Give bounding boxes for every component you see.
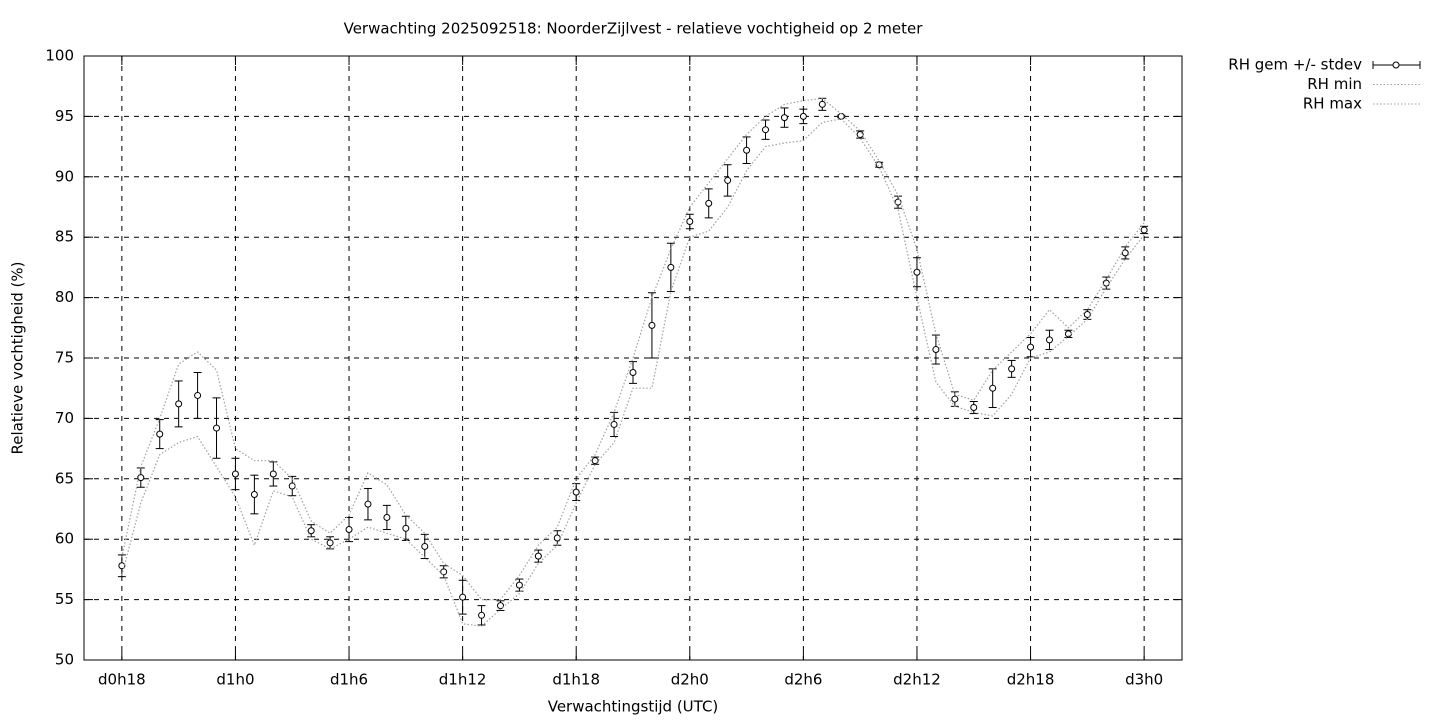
data-point: [1027, 343, 1035, 351]
data-point: [572, 488, 580, 496]
x-tick-label: d1h18: [552, 671, 600, 689]
data-point: [459, 593, 467, 601]
data-point: [667, 263, 675, 271]
data-point: [194, 391, 202, 399]
data-point: [269, 470, 277, 478]
data-point: [629, 368, 637, 376]
data-point: [818, 100, 826, 108]
line: [121, 97, 1145, 601]
data-point: [648, 321, 656, 329]
data-point: [762, 126, 770, 134]
data-point: [780, 114, 788, 122]
data-point: [231, 470, 239, 478]
data-point: [989, 384, 997, 392]
data-point: [213, 424, 221, 432]
data-point: [1121, 249, 1129, 257]
y-tick-label: 80: [55, 288, 74, 306]
data-point: [951, 395, 959, 403]
x-tick-label: d2h0: [671, 671, 709, 689]
data-point: [1102, 279, 1110, 287]
data-point: [534, 552, 542, 560]
data-point: [913, 268, 921, 276]
x-tick-label: d2h12: [893, 671, 941, 689]
plot-frame: [83, 55, 1183, 661]
data-point: [137, 474, 145, 482]
data-point: [156, 430, 164, 438]
data-point: [515, 581, 523, 589]
data-point: [345, 526, 353, 534]
chart-title: Verwachting 2025092518: NoorderZijlvest …: [344, 20, 924, 38]
y-tick-label: 50: [55, 651, 74, 669]
data-point: [1140, 226, 1148, 234]
data-point: [875, 161, 883, 169]
x-tick-label: d0h18: [98, 671, 146, 689]
data-point: [478, 611, 486, 619]
data-point: [1008, 365, 1016, 373]
data-point: [364, 500, 372, 508]
data-point: [326, 539, 334, 547]
data-point: [970, 404, 978, 412]
y-axis-label: Relatieve vochtigheid (%): [9, 261, 27, 454]
x-tick-label: d2h6: [784, 671, 822, 689]
data-point: [1045, 336, 1053, 344]
data-point: [724, 176, 732, 184]
data-point: [610, 420, 618, 428]
line: [121, 118, 1145, 627]
x-tick-label: d1h0: [216, 671, 254, 689]
data-point: [421, 542, 429, 550]
data-point: [250, 491, 258, 499]
y-tick-label: 100: [45, 47, 74, 65]
legend-sample: [1392, 61, 1400, 69]
legend-label: RH min: [1307, 75, 1362, 93]
y-tick-label: 95: [55, 107, 74, 125]
data-point: [553, 534, 561, 542]
data-point: [799, 112, 807, 120]
data-point: [686, 217, 694, 225]
x-axis-label: Verwachtingstijd (UTC): [548, 698, 719, 716]
data-point: [705, 199, 713, 207]
data-point: [383, 513, 391, 521]
data-point: [288, 482, 296, 490]
data-point: [402, 524, 410, 532]
y-tick-label: 75: [55, 349, 74, 367]
data-point: [118, 562, 126, 570]
y-tick-label: 55: [55, 590, 74, 608]
y-tick-label: 60: [55, 530, 74, 548]
data-point: [175, 400, 183, 408]
x-tick-label: d1h12: [439, 671, 487, 689]
x-tick-label: d3h0: [1125, 671, 1163, 689]
y-tick-label: 90: [55, 167, 74, 185]
y-tick-label: 65: [55, 469, 74, 487]
data-point: [307, 527, 315, 535]
legend-label: RH max: [1303, 95, 1362, 113]
data-point: [932, 346, 940, 354]
y-tick-label: 85: [55, 228, 74, 246]
y-tick-label: 70: [55, 409, 74, 427]
x-tick-label: d2h18: [1007, 671, 1055, 689]
legend-label: RH gem +/- stdev: [1228, 56, 1362, 74]
x-tick-label: d1h6: [330, 671, 368, 689]
data-point: [743, 146, 751, 154]
